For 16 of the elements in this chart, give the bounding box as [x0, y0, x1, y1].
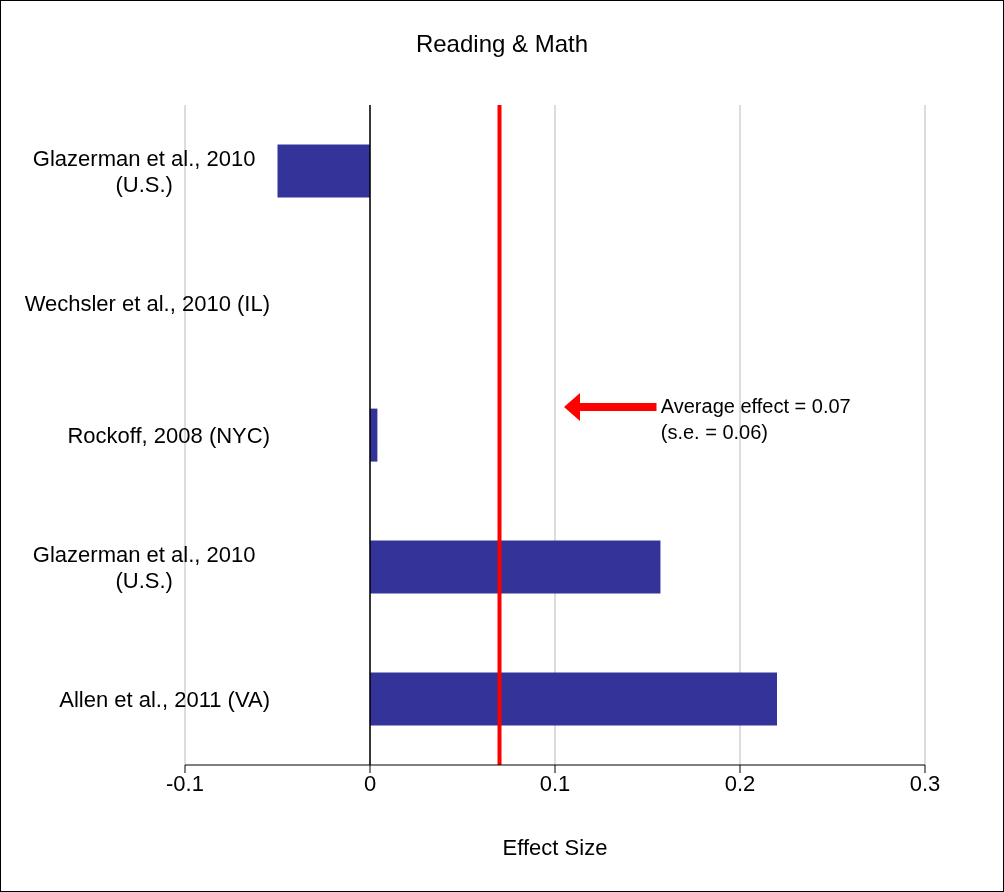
x-axis-title: Effect Size — [502, 835, 608, 860]
y-tick-label: Glazerman et al., 2010 (U.S.) — [32, 541, 256, 593]
y-tick-label: Allen et al., 2011 (VA) — [59, 686, 270, 712]
x-tick-label: 0.3 — [909, 770, 941, 796]
bar — [370, 672, 777, 726]
bar — [370, 540, 661, 594]
x-tick-label: 0.1 — [539, 770, 571, 796]
chart-title: Reading & Math — [414, 30, 590, 58]
y-tick-label: Wechsler et al., 2010 (IL) — [24, 290, 270, 316]
y-tick-label: Glazerman et al., 2010 (U.S.) — [32, 145, 256, 197]
y-tick-label: Rockoff, 2008 (NYC) — [67, 422, 270, 448]
bar — [277, 144, 370, 198]
x-tick-label: -0.1 — [166, 770, 204, 796]
x-tick-label: 0.2 — [724, 770, 756, 796]
x-tick-label: 0 — [363, 770, 377, 796]
annotation: Average effect = 0.07 (s.e. = 0.06) — [660, 394, 851, 445]
